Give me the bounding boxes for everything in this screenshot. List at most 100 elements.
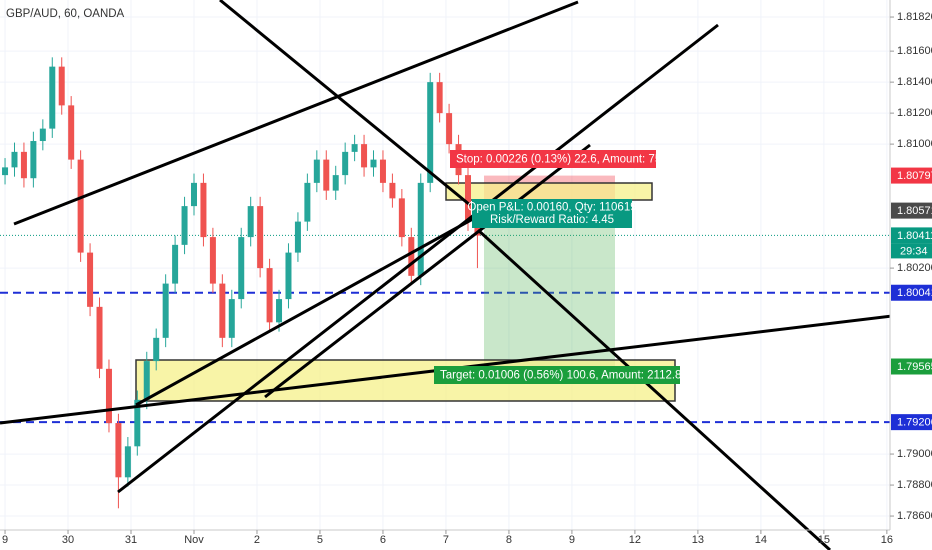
candle-body	[313, 159, 320, 183]
candle-body	[266, 268, 273, 323]
candle-body	[351, 144, 358, 152]
y-tick-label: 1.79000	[897, 448, 932, 460]
trend-line	[117, 23, 719, 494]
x-tick-label: 5	[317, 534, 323, 546]
candle-body	[464, 175, 471, 222]
rr-label: Risk/Reward Ratio: 4.45	[490, 214, 614, 226]
countdown: 29:34	[900, 245, 928, 257]
x-tick-label: 2	[254, 534, 260, 546]
candle-body	[285, 252, 292, 300]
candle-body	[238, 237, 245, 300]
candle-body	[247, 206, 254, 238]
pnl-label: Open P&L: 0.00160, Qty: 110619	[467, 202, 636, 214]
candle-body	[379, 159, 386, 183]
trend-line	[135, 213, 481, 407]
y-tick-label: 1.81000	[897, 138, 932, 150]
candle-body	[228, 299, 235, 338]
x-tick-label: Nov	[184, 534, 204, 546]
candle-body	[30, 141, 37, 179]
candle-body	[294, 221, 301, 253]
y-tick-label: 1.78800	[897, 479, 932, 491]
price-level-tag	[891, 358, 932, 375]
candle-body	[134, 399, 141, 447]
price-axis	[890, 0, 932, 550]
price-level-tag	[891, 167, 932, 184]
candle-body	[49, 66, 56, 129]
grid	[0, 0, 890, 530]
trend-line	[264, 143, 591, 399]
x-tick-label: 13	[692, 534, 704, 546]
candle-body	[172, 244, 179, 284]
target-zone	[484, 210, 615, 367]
candle-body	[332, 175, 339, 191]
x-tick-label: 14	[755, 534, 767, 546]
axes: 1.81820 1.81600 1.81400 1.81200 1.81000 1.802…	[2, 11, 932, 546]
price-level-label: 1.79565	[897, 361, 932, 373]
candle-body	[389, 182, 396, 199]
price-level-tag	[891, 284, 932, 301]
x-tick-label: 12	[629, 534, 641, 546]
y-tick-label: 1.80200	[897, 262, 932, 274]
candle-body	[58, 66, 65, 106]
candle-body	[11, 151, 18, 168]
x-tick-label: 9	[2, 534, 8, 546]
candle-body	[87, 252, 94, 307]
candle-body	[342, 151, 349, 176]
candle-body	[68, 105, 75, 160]
candle-body	[417, 182, 424, 276]
price-level-tag	[891, 202, 932, 219]
x-tick-label: 8	[506, 534, 512, 546]
candle-body	[446, 113, 453, 145]
candle-body	[115, 423, 122, 478]
candle-body	[96, 306, 103, 369]
y-tick-label: 1.81600	[897, 45, 932, 57]
stop-label: Stop: 0.00226 (0.13%) 22.6, Amount: 750	[456, 154, 668, 166]
candle-body	[181, 206, 188, 245]
y-tick-label: 1.81820	[897, 11, 932, 23]
candle-body	[408, 237, 415, 276]
x-tick-label: 9	[569, 534, 575, 546]
price-level-tag	[891, 414, 932, 431]
candle-body	[398, 198, 405, 238]
candle-body	[304, 182, 311, 222]
candles	[2, 57, 481, 509]
x-tick-label: 15	[818, 534, 830, 546]
x-tick-label: 30	[62, 534, 74, 546]
chart-title: GBP/AUD, 60, OANDA	[6, 8, 125, 20]
x-tick-label: 31	[125, 534, 137, 546]
candle-body	[124, 446, 131, 478]
x-tick-label: 6	[380, 534, 386, 546]
candle-body	[209, 237, 216, 284]
candle-body	[257, 206, 264, 269]
price-level-label: 1.79206	[897, 417, 932, 429]
candle-body	[20, 151, 27, 179]
countdown-tag	[891, 243, 932, 259]
candle-body	[370, 159, 377, 168]
target-label-box	[434, 366, 680, 384]
zone	[445, 182, 653, 201]
candle-body	[427, 82, 434, 183]
trend-line	[219, 0, 471, 207]
candle-body	[105, 368, 112, 424]
price-level-label: 1.80411	[897, 230, 932, 242]
candle-body	[219, 283, 226, 338]
candle-body	[153, 337, 160, 362]
position-labels: Stop: 0.00226 (0.13%) 22.6, Amount: 750 …	[434, 150, 688, 384]
candle-body	[276, 299, 283, 323]
pnl-label-box	[472, 199, 632, 228]
candle-body	[2, 167, 9, 176]
candle-body	[361, 144, 368, 168]
candle-body	[77, 159, 84, 253]
target-label: Target: 0.01006 (0.56%) 100.6, Amount: 2…	[440, 370, 688, 382]
price-level-tag	[891, 227, 932, 244]
price-level-label: 1.80797	[897, 170, 932, 182]
y-tick-label: 1.78600	[897, 510, 932, 522]
candle-body	[200, 182, 207, 238]
x-tick-label: 7	[443, 534, 449, 546]
trend-lines	[0, 0, 893, 550]
